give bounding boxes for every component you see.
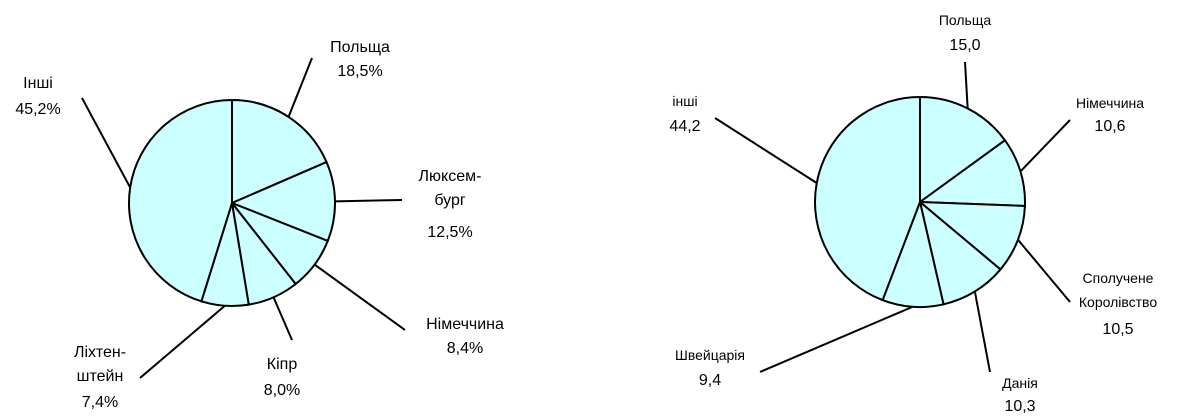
slice-label: Інші <box>23 75 53 92</box>
slice-label: Німеччина <box>1075 95 1145 111</box>
pie-slice <box>231 98 328 205</box>
slice-label: Сполучене Королівство <box>1078 270 1158 310</box>
leader-line <box>272 296 293 341</box>
leader-line <box>714 117 818 184</box>
leader-line <box>759 305 914 373</box>
slice-label: Польща <box>330 39 390 56</box>
value-label: 44,2 <box>669 118 701 135</box>
pie-slice <box>814 95 921 302</box>
leader-line <box>81 97 132 189</box>
leader-line <box>287 57 313 118</box>
slice-label: Ліхтен- штейн <box>73 344 127 385</box>
slice-label: Німеччина <box>426 316 504 333</box>
slice-label: Данія <box>1002 375 1038 391</box>
slice-label: Люксем- бург <box>418 168 482 209</box>
value-label: 7,4% <box>81 394 119 411</box>
value-label: 15,0 <box>949 37 981 54</box>
pie-slice <box>917 200 1026 271</box>
leader-line <box>973 291 991 373</box>
value-label: 9,4 <box>698 372 722 389</box>
leader-line <box>334 199 403 203</box>
slice-label: Кіпр <box>266 356 298 373</box>
value-label: 10,3 <box>1004 398 1036 415</box>
pie-slice <box>128 98 233 303</box>
value-label: 10,5 <box>1102 321 1134 338</box>
slice-label: Польща <box>938 12 992 28</box>
value-label: 8,4% <box>446 340 484 357</box>
leader-line <box>1017 239 1071 303</box>
slice-label: інші <box>672 93 698 109</box>
value-label: 45,2% <box>15 101 61 118</box>
value-label: 12,5% <box>427 224 473 241</box>
value-label: 18,5% <box>337 63 383 80</box>
leader-line <box>313 263 406 331</box>
pie-slice <box>917 138 1026 207</box>
leader-line <box>964 61 969 109</box>
value-label: 10,6 <box>1094 118 1126 135</box>
leader-line <box>1019 119 1071 173</box>
slice-label: Швейцарія <box>675 347 745 363</box>
value-label: 8,0% <box>263 382 301 399</box>
leader-line <box>139 304 226 379</box>
